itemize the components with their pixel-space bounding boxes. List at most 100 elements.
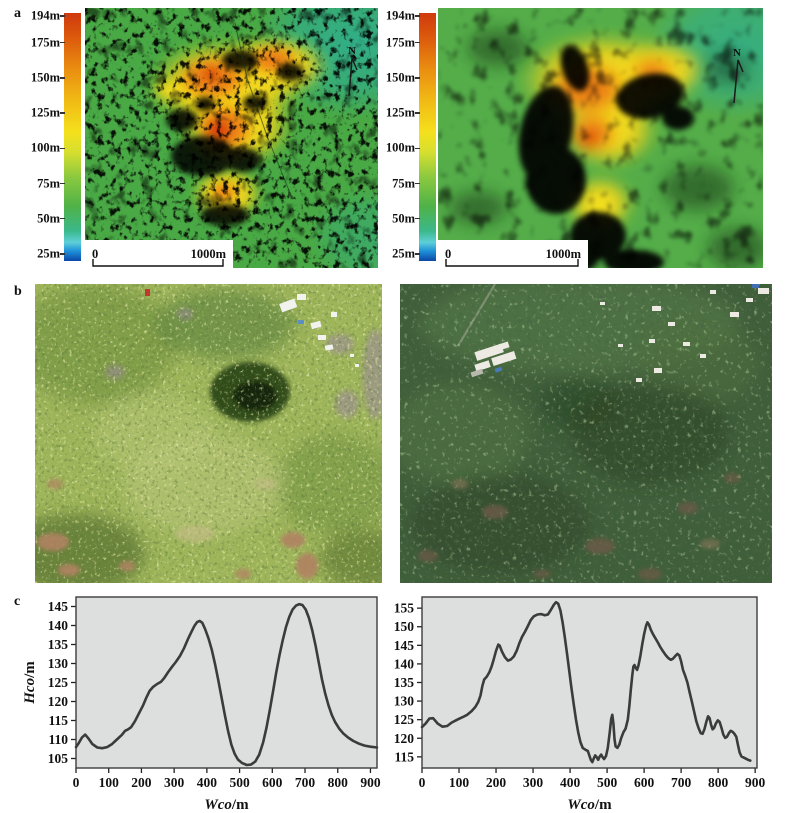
buildings (145, 289, 359, 367)
x-tick-label: 400 (197, 775, 218, 790)
colorbar-tick (415, 147, 420, 150)
elevation-colorbar-right: 194m 175m 150m 125m 100m 75m 50m 25m (355, 5, 439, 275)
x-tick-label: 600 (634, 775, 655, 790)
north-label: N (348, 45, 356, 57)
scalebar: 0 1000m (438, 240, 588, 268)
scalebar-distance-label: 1000m (546, 247, 582, 261)
colorbar-tick (60, 15, 65, 17)
x-tick-label: 200 (486, 775, 507, 790)
y-tick-label: 150 (394, 619, 415, 634)
x-axis-title: Wco/m (567, 797, 612, 813)
x-tick-label: 800 (708, 775, 729, 790)
y-tick-label: 140 (48, 618, 69, 633)
panel-a-label: a (14, 6, 21, 21)
north-arrow-line (348, 57, 358, 97)
x-tick-label: 400 (560, 775, 581, 790)
dem-hillshade-smoothed: N 0 1000m (438, 8, 763, 268)
x-tick-label: 900 (360, 775, 381, 790)
colorbar-tick-label: 75m (392, 176, 415, 190)
scalebar: 0 1000m (85, 240, 233, 268)
colorbar-tick (415, 182, 420, 185)
panel-c-label: c (14, 594, 21, 609)
plot-area (422, 597, 757, 768)
blue-roof (494, 366, 503, 373)
y-tick-label: 120 (48, 694, 69, 709)
red-marker (145, 289, 150, 296)
panel-b-label: b (14, 284, 22, 299)
elevation-profile-chart-left: 0 100 200 300 400 500 600 700 800 900 105 110 115 120… (22, 596, 381, 813)
colorbar-tick-label: 125m (30, 105, 60, 120)
colorbar-tick (415, 15, 420, 17)
elevation-profile-chart-right: 0 100 200 300 400 500 600 700 800 900 115 120 125 130… (394, 596, 766, 813)
y-tick-label: 120 (394, 731, 415, 746)
colorbar-tick (415, 217, 420, 220)
colorbar-tick (415, 112, 420, 114)
colorbar-gradient (64, 13, 81, 261)
north-label: N (733, 47, 741, 59)
x-tick-label: 800 (328, 775, 349, 790)
bare-soil-patches (418, 473, 740, 580)
blue-roof (298, 320, 304, 324)
x-tick-label: 100 (99, 775, 120, 790)
plot-area (76, 597, 377, 768)
colorbar-tick-label: 25m (392, 246, 415, 261)
scalebar-zero-label: 0 (92, 247, 98, 261)
x-tick-label: 300 (523, 775, 544, 790)
colorbar-tick-label: 194m (30, 8, 60, 23)
canopy-texture-light (400, 284, 772, 583)
x-tick-label: 700 (671, 775, 692, 790)
x-tick-label: 900 (745, 775, 766, 790)
y-tick-label: 115 (394, 749, 414, 764)
x-tick-label: 500 (597, 775, 618, 790)
colorbar-tick (415, 77, 420, 79)
colorbar-tick-label: 75m (37, 176, 60, 190)
colorbar-tick (60, 41, 65, 44)
y-tick-label: 115 (48, 713, 68, 728)
colorbar-tick-label: 175m (30, 35, 60, 50)
profile-curve (420, 600, 752, 764)
dem-hillshade-detailed: N 0 1000m (85, 8, 378, 268)
colorbar-tick (60, 217, 65, 220)
colorbar-tick-label: 25m (37, 246, 60, 261)
y-tick-label: 135 (394, 675, 415, 690)
colorbar-tick (60, 182, 65, 185)
y-tick-label: 140 (394, 656, 415, 671)
y-tick-label: 105 (48, 751, 69, 766)
north-arrow-line (733, 59, 744, 104)
colorbar-tick (60, 253, 65, 255)
colorbar-tick-label: 50m (37, 211, 60, 226)
x-tick-label: 0 (73, 775, 80, 790)
colorbar-tick-label: 100m (385, 140, 415, 155)
y-tick-label: 155 (394, 601, 415, 616)
plot-border (75, 596, 378, 769)
colorbar-tick (60, 147, 65, 150)
x-tick-label: 100 (449, 775, 470, 790)
y-tick-label: 135 (48, 637, 69, 652)
y-tick-label: 145 (394, 638, 415, 653)
elevation-colorbar-left: 194m 175m 150m 125m 100m 75m 50m 25m (0, 5, 84, 275)
scalebar-line (92, 259, 224, 267)
y-tick-label: 110 (48, 732, 68, 747)
colorbar-tick (60, 77, 65, 79)
hillshade-texture (438, 8, 763, 268)
x-tick-label: 0 (419, 775, 426, 790)
north-arrow: N (733, 47, 744, 104)
y-axis-title: Hco/m (22, 661, 38, 705)
scattered-buildings (600, 284, 769, 382)
profile-curve (74, 602, 379, 767)
y-tick-label: 130 (394, 694, 415, 709)
bare-soil-patches (37, 478, 318, 579)
scalebar-line (445, 259, 579, 267)
colorbar-gradient (419, 13, 436, 261)
colorbar-tick-label: 150m (30, 70, 60, 85)
y-tick-label: 130 (48, 656, 69, 671)
plot-border (421, 596, 758, 769)
building-cluster (470, 341, 517, 378)
colorbar-tick-label: 194m (385, 8, 415, 23)
colorbar-tick-label: 125m (385, 105, 415, 120)
x-tick-label: 700 (295, 775, 316, 790)
x-tick-label: 500 (229, 775, 250, 790)
x-tick-label: 200 (131, 775, 152, 790)
colorbar-tick-label: 50m (392, 211, 415, 226)
